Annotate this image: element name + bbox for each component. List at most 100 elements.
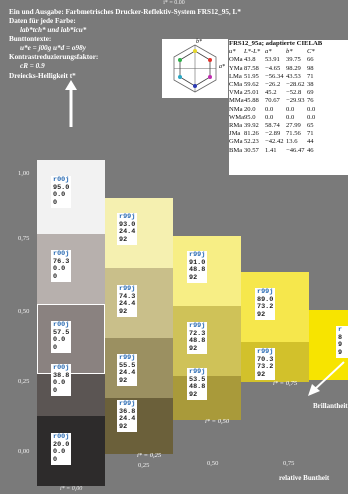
y-tick-1: 1,00 <box>18 170 30 177</box>
header-line-8: Dreiecks-Helligkeit t* <box>9 72 76 80</box>
cell-label: r99j 55.5 24.4 92 <box>117 354 138 387</box>
table-cell: −2.89 <box>265 130 281 138</box>
table-cell: 30.57 <box>244 146 259 154</box>
table-cell: LMa <box>229 72 242 80</box>
cell-label: r00j 57.5 0.0 0 <box>51 321 72 354</box>
table-cell: 39.75 <box>286 56 301 64</box>
table-cell: 43.8 <box>244 56 256 64</box>
table-cell: 39.92 <box>244 122 259 130</box>
table-cell: 58.74 <box>265 122 280 130</box>
table-row: RMa 39.92 58.74 27.99 65 <box>229 122 348 130</box>
istep-075: i* = 0,75 <box>273 380 298 387</box>
table-row: WMa 95.0 0.0 0.0 0.0 <box>229 114 348 122</box>
up-arrow-icon <box>65 80 77 127</box>
table-header: u* L*-L* a* b* C* <box>229 48 348 56</box>
cell-label: r99j 93.0 24.4 92 <box>117 213 138 246</box>
table-cell: 0.0 <box>286 105 295 113</box>
table-cell: 1.41 <box>265 146 277 154</box>
table-cell: 38 <box>307 81 314 89</box>
table-title: FRS12_95a; adaptierte CIELAB <box>229 40 323 47</box>
cell-label: r00j 38.8 0.0 0 <box>51 364 72 397</box>
table-cell: 20.0 <box>244 105 256 113</box>
table-cell: 98.29 <box>286 64 301 72</box>
table-row: GMa 52.23 −42.42 13.6 44 <box>229 138 348 146</box>
table-cell: 45.88 <box>244 97 259 105</box>
table-cell: 81.26 <box>244 130 259 138</box>
table-cell: 70.67 <box>265 97 280 105</box>
table-cell: 71 <box>307 130 314 138</box>
table-cell: −28.62 <box>286 81 305 89</box>
table-header-cell: C* <box>307 48 315 56</box>
table-header-cell: b* <box>286 48 293 56</box>
table-row: BMa 30.57 1.41 −46.47 46 <box>229 147 348 155</box>
hex-b-label: b* <box>196 39 202 45</box>
table-cell: 95.0 <box>244 113 256 121</box>
cell-label: r99j 70.3 73.2 92 <box>255 348 276 381</box>
table-row: OMa 43.8 53.91 39.75 66 <box>229 56 348 64</box>
table-cell: 69 <box>307 89 314 97</box>
x-tick-050: 0,50 <box>207 460 219 467</box>
table-cell: 0.0 <box>265 105 274 113</box>
table-cell: 44 <box>307 138 314 146</box>
brillantheit-label: Brillantheit <box>313 402 348 410</box>
cell-label: r99j 36.8 24.4 92 <box>117 400 138 433</box>
table-cell: 0.0 <box>286 113 295 121</box>
table-row: NMa 20.0 0.0 0.0 0.0 <box>229 106 348 114</box>
cell-label: r99j 89.0 73.2 92 <box>255 288 276 321</box>
cell-label: r99j 74.3 24.4 92 <box>117 285 138 318</box>
table-cell: −26.2 <box>265 81 281 89</box>
header-line-4: Bunttontexte: <box>9 35 52 43</box>
table-cell: NMa <box>229 105 243 113</box>
cell-label: r00j 95.0 0.0 0 <box>51 176 72 209</box>
cell-label: r00j 76.3 0.0 0 <box>51 250 72 283</box>
y-tick-000: 0,00 <box>18 448 30 455</box>
table-cell: 13.6 <box>286 138 298 146</box>
col1-cell-2 <box>105 268 173 338</box>
table-cell: −56.34 <box>265 72 284 80</box>
table-cell: JMa <box>229 130 241 138</box>
istep-000-bottom: i* = 0,00 <box>60 486 83 492</box>
table-row: VMa 25.01 45.2 −52.8 69 <box>229 89 348 97</box>
table-cell: −52.8 <box>286 89 302 97</box>
table-cell: 43.53 <box>286 72 301 80</box>
table-cell: 71 <box>307 72 314 80</box>
table-cell: BMa <box>229 146 243 154</box>
cell-label: r99j 72.3 48.8 92 <box>187 322 208 355</box>
table-cell: CMa <box>229 81 243 89</box>
table-cell: −29.93 <box>286 97 305 105</box>
y-tick-050: 0,50 <box>18 308 30 315</box>
table-cell: VMa <box>229 89 243 97</box>
cell-label: r00j 20.0 0.0 0 <box>51 433 72 466</box>
y-tick-025: 0,25 <box>18 378 30 385</box>
istep-050: i* = 0,50 <box>205 418 230 425</box>
table-cell: MMa <box>229 97 244 105</box>
table-cell: 0.0 <box>307 113 316 121</box>
x-tick-025: 0,25 <box>138 462 150 469</box>
col1-cell-1 <box>105 198 173 268</box>
table-cell: 66 <box>307 56 314 64</box>
table-cell: 76 <box>307 97 314 105</box>
table-cell: 46 <box>307 146 314 154</box>
y-tick-075: 0,75 <box>18 235 30 242</box>
table-cell: 27.99 <box>286 122 301 130</box>
table-cell: YMa <box>229 64 243 72</box>
table-cell: 59.62 <box>244 81 259 89</box>
hue-hexagon-panel: b* a* <box>162 39 228 98</box>
table-cell: 65 <box>307 122 314 130</box>
table-cell: RMa <box>229 122 243 130</box>
header-line-6: Kontrastreduzierungsfaktor: <box>9 53 99 61</box>
hex-a-label: a* <box>219 64 225 70</box>
colorimetric-table: FRS12_95a; adaptierte CIELAB u* L*-L* a* b* C… <box>229 40 348 175</box>
x-axis-title: relative Buntheit <box>279 474 330 482</box>
header-line-3: lab*tch* und lab*icu* <box>20 26 87 34</box>
table-row: JMa 81.26 −2.89 71.56 71 <box>229 130 348 138</box>
cell-label: r99j 91.0 48.8 92 <box>187 251 208 284</box>
table-row: LMa 51.95 −56.34 43.53 71 <box>229 73 348 81</box>
table-cell: 25.01 <box>244 89 259 97</box>
cell-label: r99j 53.5 48.8 92 <box>187 368 208 401</box>
table-cell: −46.47 <box>286 146 305 154</box>
table-cell: 98 <box>307 64 314 72</box>
header-line-2: Daten für jede Farbe: <box>9 17 76 25</box>
table-row: CMa 59.62 −26.2 −28.62 38 <box>229 81 348 89</box>
